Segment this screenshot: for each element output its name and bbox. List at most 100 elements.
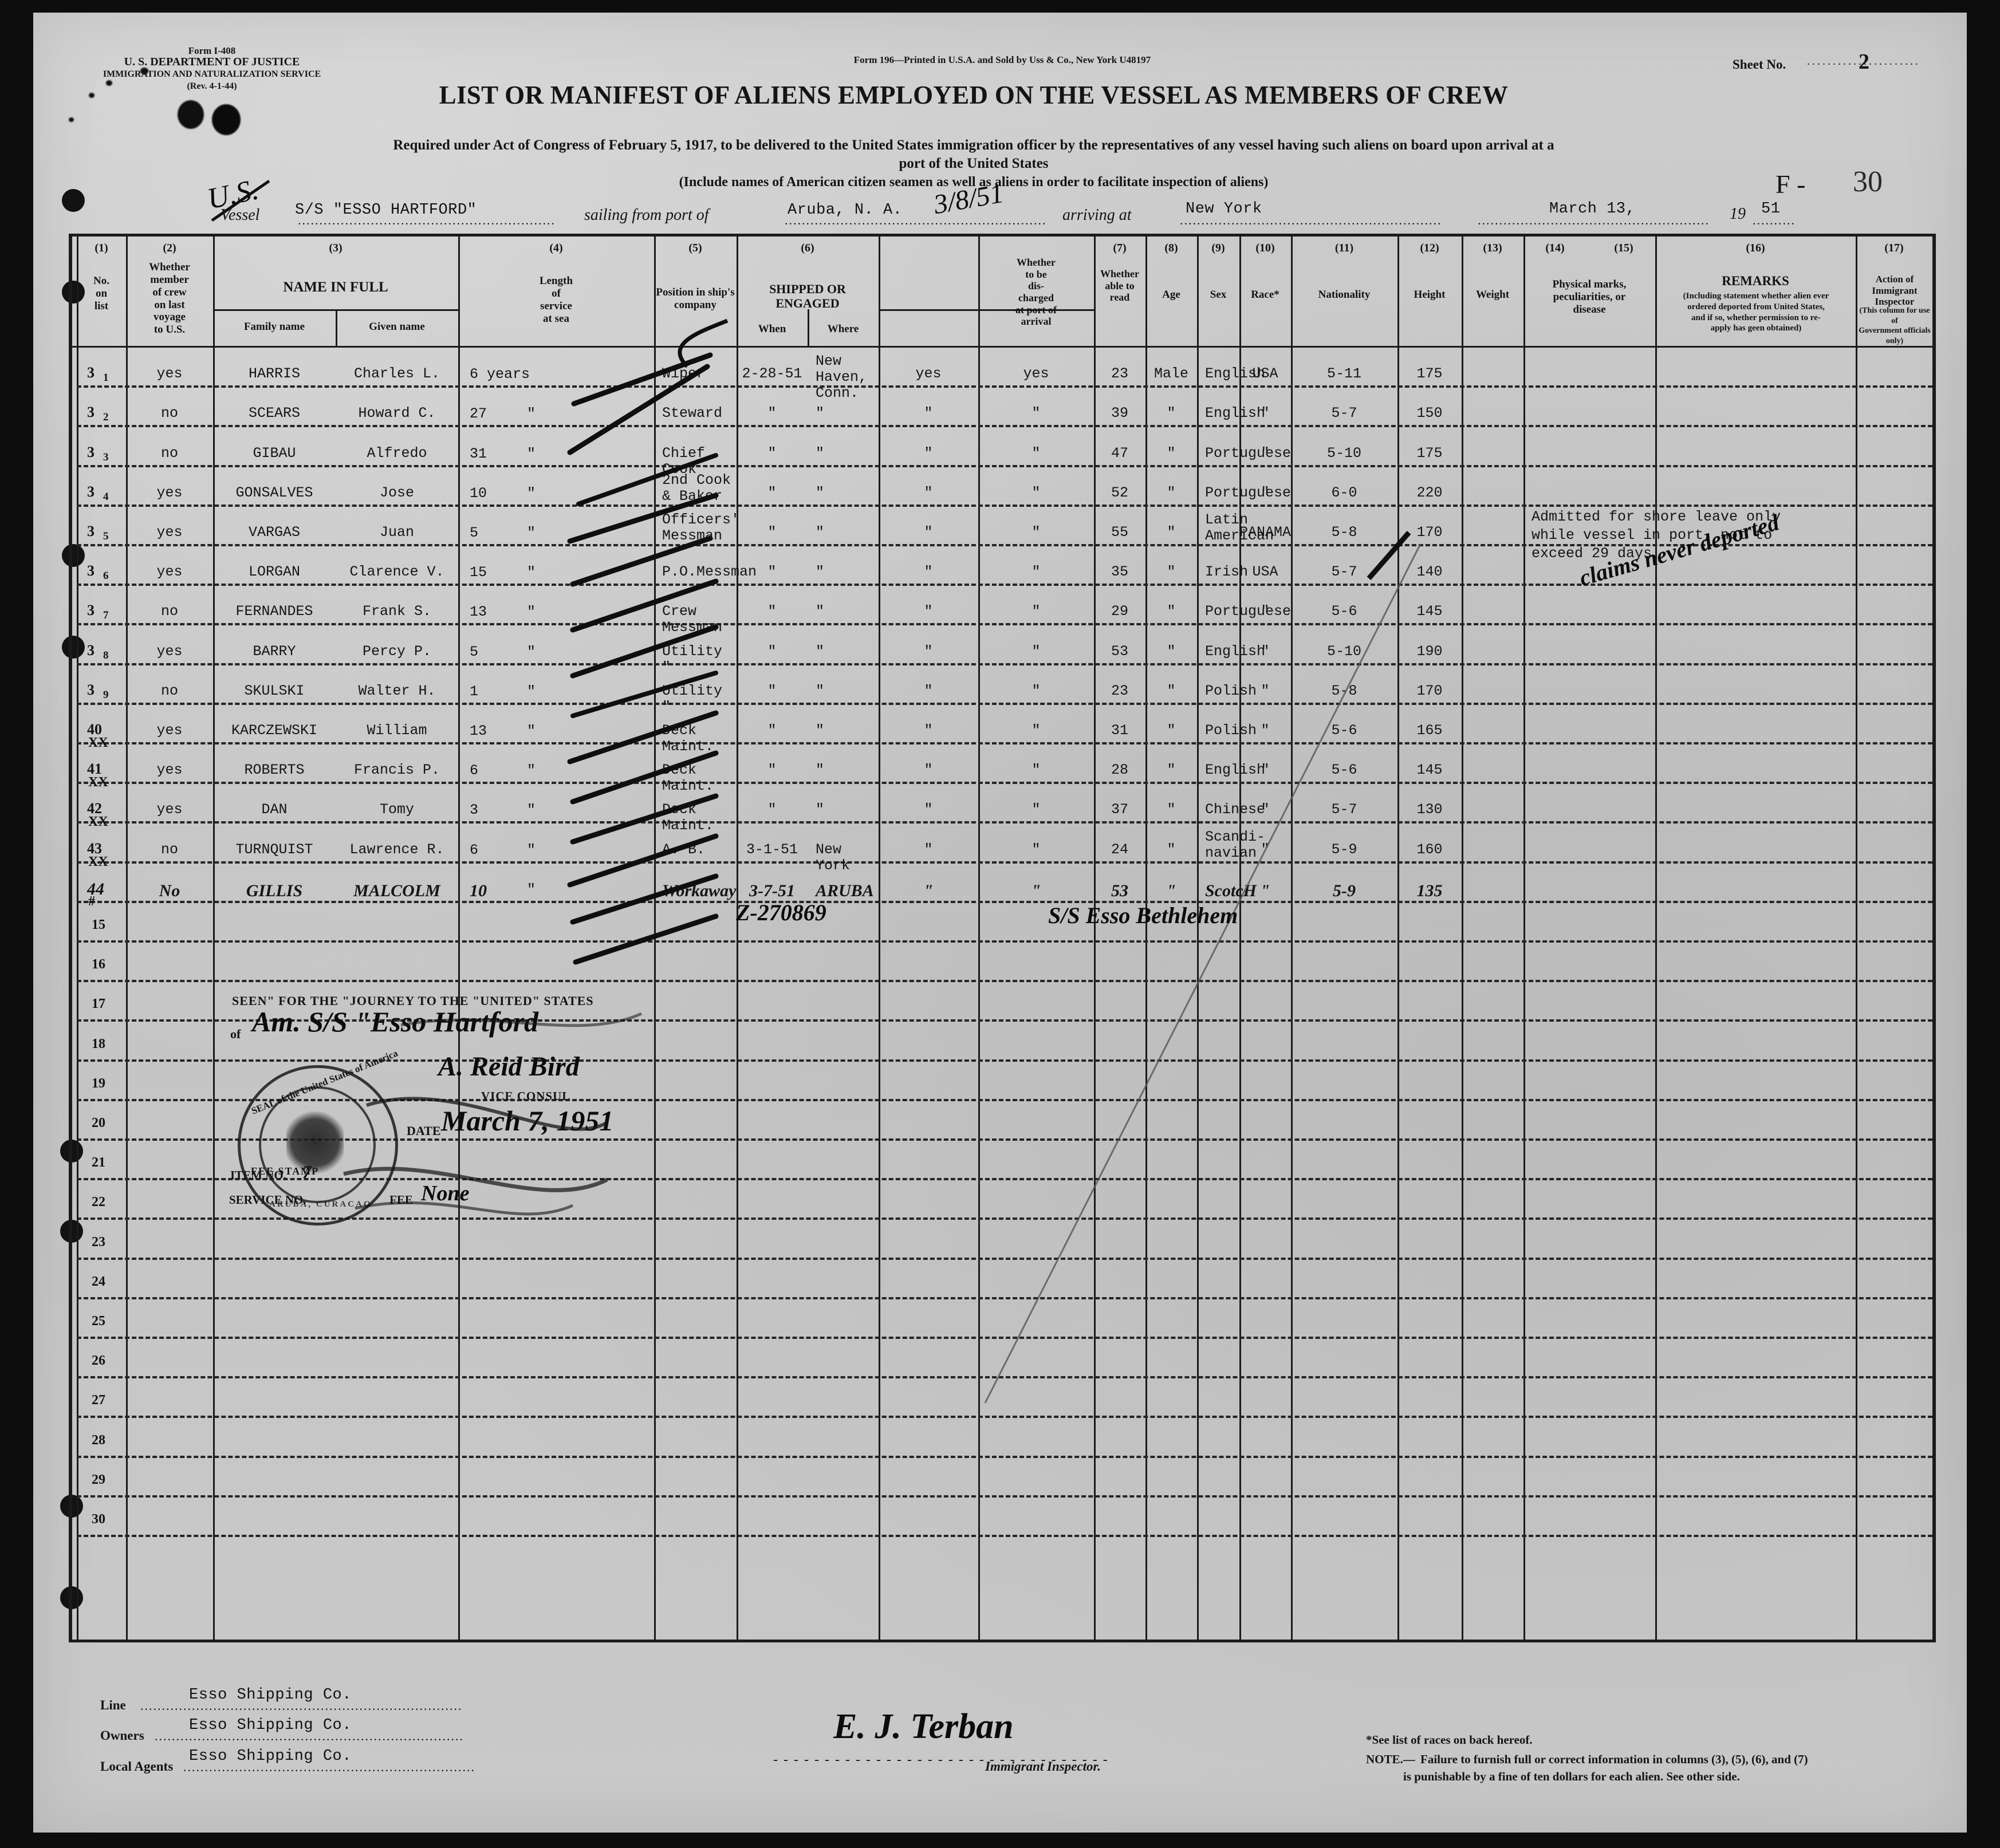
note-label: NOTE.— bbox=[1366, 1752, 1415, 1766]
consular-seal-eagle bbox=[286, 1111, 344, 1174]
consular-seal-post: ARUBA, CURACAO bbox=[269, 1200, 372, 1209]
row-separator bbox=[77, 1257, 1932, 1260]
cell-whether-crew: no bbox=[160, 603, 178, 620]
row-separator bbox=[77, 980, 1932, 983]
cell-shipped-when: " bbox=[767, 762, 777, 779]
footer-line-label: Line bbox=[100, 1698, 126, 1712]
cell-nationality: " bbox=[1261, 643, 1270, 660]
cell-height: 5-6 bbox=[1331, 722, 1357, 739]
cell-whether-crew: yes bbox=[156, 365, 183, 383]
cell-given-name: Percy P. bbox=[362, 643, 432, 660]
row-separator bbox=[77, 1495, 1932, 1498]
col-number-4: (4) bbox=[549, 242, 563, 254]
row-number: 3 bbox=[87, 641, 95, 659]
cell-sex: " bbox=[1167, 444, 1176, 462]
cell-position: Deck Maint. bbox=[662, 722, 714, 755]
cell-nationality: " bbox=[1261, 722, 1270, 739]
row-number: 3 bbox=[87, 602, 95, 619]
cell-age: 28 bbox=[1111, 762, 1128, 779]
col-number-2: (2) bbox=[163, 242, 176, 254]
cell-remarks: Admitted for shore leave only while vess… bbox=[1532, 508, 1781, 562]
cell-length-of-service: 13 bbox=[470, 723, 487, 739]
cell-weight: 150 bbox=[1416, 405, 1443, 422]
cell-sex: " bbox=[1166, 881, 1176, 900]
cell-race: English bbox=[1205, 762, 1266, 779]
consular-of-label: of bbox=[230, 1027, 241, 1041]
cell-family-name: GONSALVES bbox=[235, 484, 313, 501]
cell-family-name: FERNANDES bbox=[235, 603, 313, 620]
row-number: 3 bbox=[87, 681, 95, 698]
cell-service-ditto: " bbox=[527, 762, 536, 779]
col-number-17: (17) bbox=[1884, 242, 1904, 254]
consular-date-label: DATE bbox=[407, 1124, 441, 1138]
cell-race: Polish bbox=[1205, 722, 1257, 739]
row-number: 3 bbox=[87, 443, 95, 460]
cell-discharged: " bbox=[924, 722, 933, 739]
cell-race: Portuguese bbox=[1205, 484, 1292, 501]
cell-height: 5-7 bbox=[1331, 405, 1357, 422]
cell-family-name: DAN bbox=[261, 801, 288, 818]
cell-race: Portuguese bbox=[1205, 444, 1292, 462]
row-number-struck: XX bbox=[88, 814, 108, 830]
cell-service-ditto: " bbox=[527, 683, 536, 700]
cell-shipped-where: " bbox=[816, 405, 825, 422]
punch-hole bbox=[62, 636, 85, 659]
cell-service-ditto: " bbox=[527, 802, 536, 819]
col-number-13: (13) bbox=[1483, 242, 1502, 254]
col-header-action: Action of Immigrant Inspector bbox=[1872, 274, 1918, 308]
empty-row-number: 27 bbox=[92, 1393, 105, 1408]
punch-hole bbox=[62, 281, 85, 304]
cell-height: 5-6 bbox=[1331, 762, 1357, 779]
row-separator bbox=[77, 464, 1932, 467]
year-dotline: .......... bbox=[1753, 213, 1796, 227]
col-number-1: (1) bbox=[95, 242, 108, 254]
cell-race: Chinese bbox=[1205, 801, 1266, 818]
empty-row-number: 30 bbox=[92, 1512, 105, 1527]
row-number-sub: 5 bbox=[103, 530, 109, 542]
row-separator bbox=[77, 821, 1932, 824]
footer-agents-value: Esso Shipping Co. bbox=[189, 1748, 352, 1765]
vessel-value: S/S "ESSO HARTFORD" bbox=[295, 202, 477, 219]
cell-position: Workaway bbox=[662, 881, 737, 900]
cell-whether-crew: no bbox=[160, 841, 178, 858]
cell-race: ScotcH bbox=[1205, 881, 1257, 900]
cell-sex: " bbox=[1167, 841, 1176, 858]
empty-row-number: 16 bbox=[92, 957, 105, 972]
row-separator bbox=[77, 702, 1932, 705]
cell-given-name: Jose bbox=[379, 484, 414, 501]
cell-age: 24 bbox=[1111, 841, 1128, 858]
cell-shipped-when: " bbox=[767, 722, 777, 739]
department-line: U. S. DEPARTMENT OF JUSTICE bbox=[124, 56, 300, 68]
row-number: 3 bbox=[87, 523, 95, 539]
col-number-10: (10) bbox=[1255, 242, 1275, 254]
cell-family-name: BARRY bbox=[253, 643, 296, 660]
cell-family-name: SKULSKI bbox=[244, 682, 305, 699]
consular-seen-line: SEEN" FOR THE "JOURNEY TO THE "UNITED" S… bbox=[232, 994, 594, 1008]
cell-weight: 160 bbox=[1416, 841, 1443, 858]
cell-age: 23 bbox=[1111, 682, 1128, 699]
cell-shipped-when: 3-7-51 bbox=[749, 881, 795, 900]
col-header-weight: Weight bbox=[1475, 289, 1510, 301]
cell-shipped-when: " bbox=[767, 564, 777, 581]
cell-service-ditto: " bbox=[527, 484, 536, 502]
cell-able-to-read: " bbox=[1032, 762, 1041, 779]
cell-discharged: " bbox=[924, 682, 933, 699]
cell-position: Crew Messman bbox=[662, 603, 723, 636]
row-separator bbox=[77, 1297, 1932, 1299]
cell-whether-crew: yes bbox=[156, 643, 183, 660]
col-header-given-name: Given name bbox=[369, 321, 425, 333]
col-number-15: (15) bbox=[1614, 242, 1633, 254]
consular-date-written: March 7, 1951 bbox=[441, 1105, 614, 1137]
col-number-11: (11) bbox=[1334, 242, 1354, 254]
cell-family-name: GIBAU bbox=[253, 444, 296, 462]
cell-position: Utility " bbox=[662, 643, 723, 676]
cell-weight: 145 bbox=[1416, 762, 1443, 779]
empty-row-number: 23 bbox=[92, 1234, 105, 1250]
cell-length-of-service: 15 bbox=[470, 564, 487, 581]
cell-discharged: " bbox=[924, 801, 933, 818]
cell-whether-crew: yes bbox=[156, 722, 183, 739]
consular-signature: A. Reid Bird bbox=[438, 1051, 580, 1082]
arriving-label: arriving at bbox=[1062, 206, 1132, 224]
cell-family-name: GILLIS bbox=[246, 881, 303, 900]
cell-able-to-read: " bbox=[1032, 603, 1041, 620]
